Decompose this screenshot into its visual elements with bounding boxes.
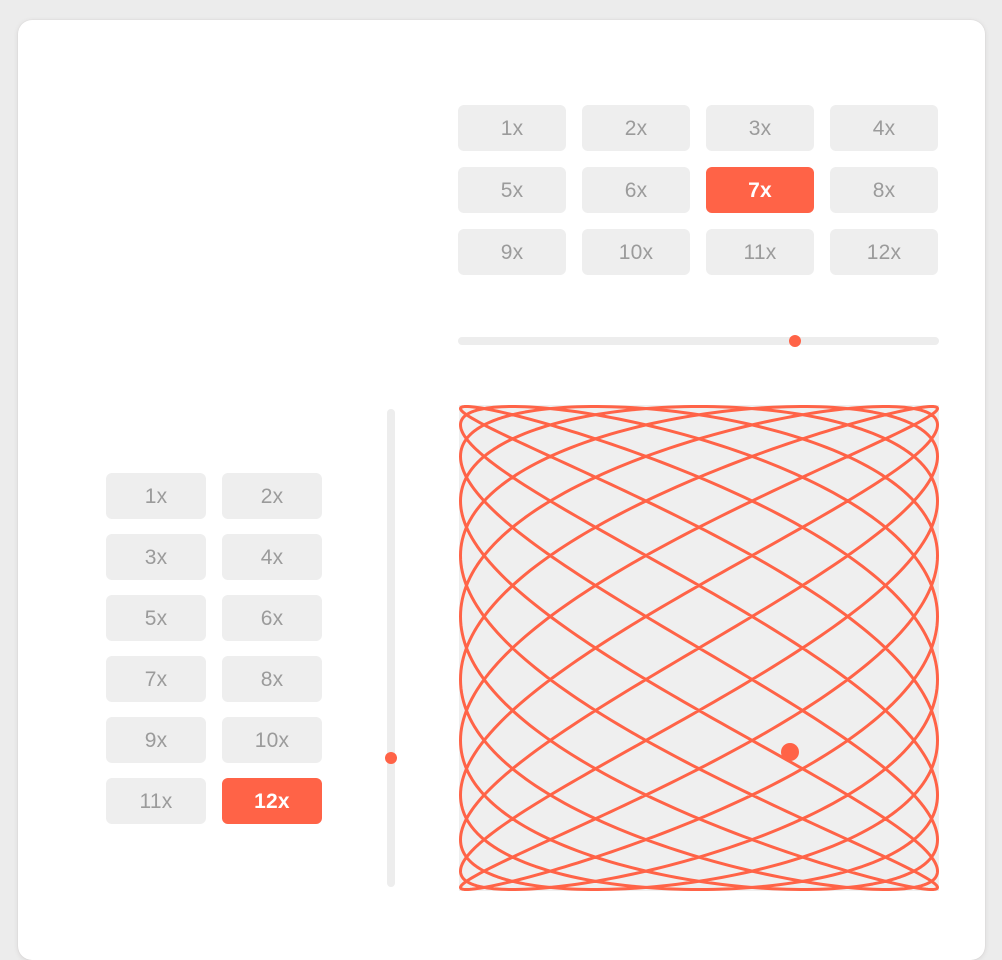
vertical-frequency-selector-option-12[interactable]: 12x [830,229,938,275]
vertical-frequency-selector-option-6[interactable]: 6x [582,167,690,213]
horizontal-frequency-selector-option-12[interactable]: 12x [222,778,322,824]
trace-marker[interactable] [781,743,799,761]
horizontal-frequency-selector-option-10[interactable]: 10x [222,717,322,763]
horizontal-frequency-selector-option-5[interactable]: 5x [106,595,206,641]
vertical-frequency-selector-option-3[interactable]: 3x [706,105,814,151]
vertical-slider-track[interactable] [387,409,395,887]
vertical-frequency-selector-option-8[interactable]: 8x [830,167,938,213]
horizontal-frequency-selector-option-8[interactable]: 8x [222,656,322,702]
vertical-frequency-selector-option-5[interactable]: 5x [458,167,566,213]
vertical-frequency-selector-option-11[interactable]: 11x [706,229,814,275]
vertical-phase-slider[interactable] [384,409,398,887]
vertical-frequency-selector: 1x 2x 3x 4x 5x 6x 7x 8x 9x 10x 11x 12x [458,105,940,275]
vertical-frequency-selector-option-9[interactable]: 9x [458,229,566,275]
vertical-slider-thumb[interactable] [385,751,397,764]
horizontal-frequency-selector-option-2[interactable]: 2x [222,473,322,519]
horizontal-slider-thumb[interactable] [788,335,801,347]
lissajous-curve-path [459,405,939,891]
horizontal-frequency-selector-option-9[interactable]: 9x [106,717,206,763]
vertical-frequency-selector-option-1[interactable]: 1x [458,105,566,151]
horizontal-frequency-selector-option-1[interactable]: 1x [106,473,206,519]
vertical-frequency-selector-option-4[interactable]: 4x [830,105,938,151]
horizontal-frequency-selector-option-7[interactable]: 7x [106,656,206,702]
vertical-frequency-selector-option-7[interactable]: 7x [706,167,814,213]
horizontal-frequency-selector-option-4[interactable]: 4x [222,534,322,580]
horizontal-frequency-selector-option-3[interactable]: 3x [106,534,206,580]
vertical-frequency-selector-option-2[interactable]: 2x [582,105,690,151]
lissajous-svg [459,405,939,891]
horizontal-frequency-selector-option-6[interactable]: 6x [222,595,322,641]
horizontal-frequency-selector: 1x 2x 3x 4x 5x 6x 7x 8x 9x 10x 11x 12x [106,473,324,826]
horizontal-slider-track[interactable] [458,337,939,345]
app-card: 1x 2x 3x 4x 5x 6x 7x 8x 9x 10x 11x 12x 1x 2x 3x 4x 5x 6x… [18,20,985,960]
lissajous-curve-canvas[interactable] [459,405,939,891]
horizontal-phase-slider[interactable] [458,333,939,349]
horizontal-frequency-selector-option-11[interactable]: 11x [106,778,206,824]
vertical-frequency-selector-option-10[interactable]: 10x [582,229,690,275]
